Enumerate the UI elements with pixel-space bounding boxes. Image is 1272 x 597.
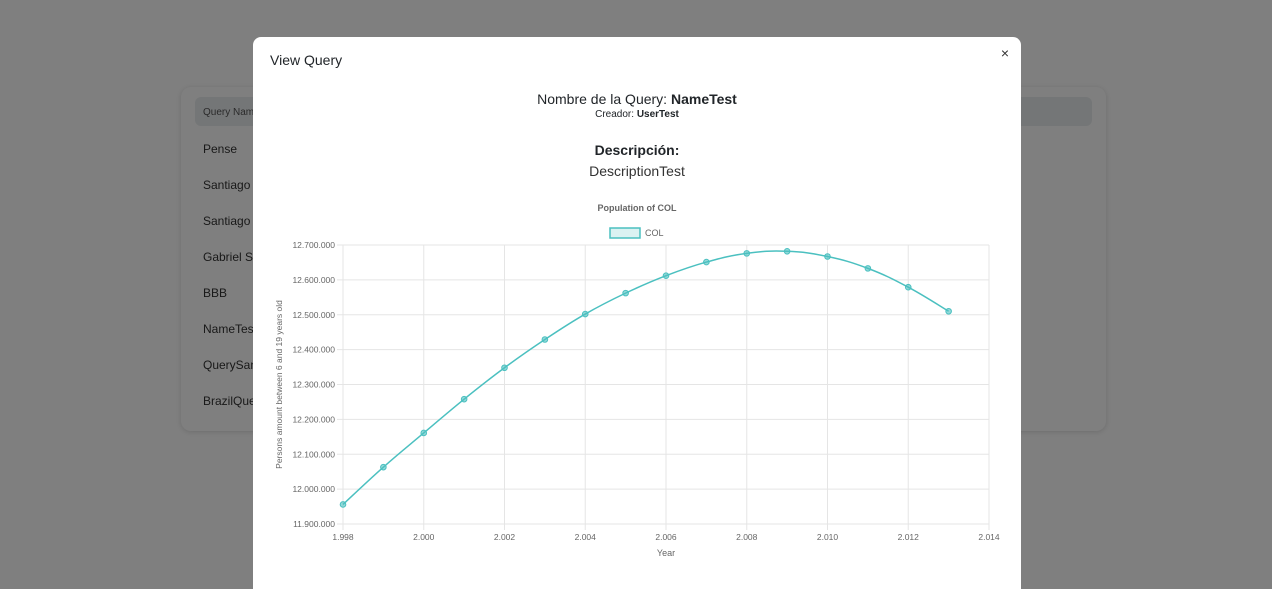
close-icon[interactable]: × xyxy=(1000,45,1010,61)
creator-value: UserTest xyxy=(636,109,679,120)
query-name-label: Nombre de la Query: xyxy=(537,91,668,107)
data-point xyxy=(703,258,710,266)
data-point xyxy=(783,247,791,255)
y-tick-label: 12.600.000 xyxy=(292,275,335,285)
data-point xyxy=(420,429,428,437)
x-tick-label: 2.012 xyxy=(898,532,920,542)
x-axis-title: Year xyxy=(657,548,675,558)
data-point xyxy=(541,336,549,343)
query-name: Nombre de la Query: NameTest xyxy=(253,91,1021,107)
y-tick-label: 12.300.000 xyxy=(292,380,335,390)
description-label: Descripción: xyxy=(594,142,680,158)
data-point xyxy=(622,289,629,297)
x-tick-label: 2.014 xyxy=(978,532,1000,542)
x-tick-label: 1.998 xyxy=(332,532,354,542)
legend-label: COL xyxy=(645,228,664,238)
chart-title: Population of COL xyxy=(598,203,677,213)
data-point xyxy=(904,283,912,291)
legend-swatch xyxy=(609,227,641,239)
data-point xyxy=(460,395,468,403)
x-tick-label: 2.000 xyxy=(413,532,435,542)
x-tick-label: 2.008 xyxy=(736,532,758,542)
y-tick-label: 12.200.000 xyxy=(292,414,335,424)
data-point xyxy=(339,501,347,508)
y-axis-title: Persons amount between 6 and 19 years ol… xyxy=(274,300,284,469)
data-point xyxy=(662,272,670,279)
y-tick-label: 12.000.000 xyxy=(292,484,335,494)
y-tick-label: 12.100.000 xyxy=(292,449,335,459)
description-value: DescriptionTest xyxy=(589,163,685,179)
creator-label: Creador: xyxy=(595,109,635,120)
y-tick-label: 12.400.000 xyxy=(292,345,335,355)
data-point xyxy=(581,310,589,318)
series-line-col xyxy=(342,250,950,506)
data-point xyxy=(824,253,831,260)
x-tick-label: 2.006 xyxy=(655,532,677,542)
query-creator: Creador: UserTest xyxy=(253,109,1021,120)
data-point xyxy=(501,364,508,372)
data-point xyxy=(743,250,751,257)
data-point xyxy=(945,307,952,315)
data-point xyxy=(380,463,387,471)
query-name-value: NameTest xyxy=(670,91,737,107)
population-chart: Population of COL COL 11.900.000 12.000.000… xyxy=(274,203,1000,558)
y-tick-label: 11.900.000 xyxy=(293,519,335,529)
y-tick-label: 12.500.000 xyxy=(292,310,335,320)
x-tick-label: 2.010 xyxy=(817,532,839,542)
x-tick-label: 2.002 xyxy=(494,532,516,542)
modal-title: View Query xyxy=(270,52,343,68)
view-query-modal: View Query × Nombre de la Query: NameTes… xyxy=(253,37,1021,597)
data-point xyxy=(864,265,872,272)
x-tick-label: 2.004 xyxy=(575,532,597,542)
y-tick-label: 12.700.000 xyxy=(292,240,335,250)
